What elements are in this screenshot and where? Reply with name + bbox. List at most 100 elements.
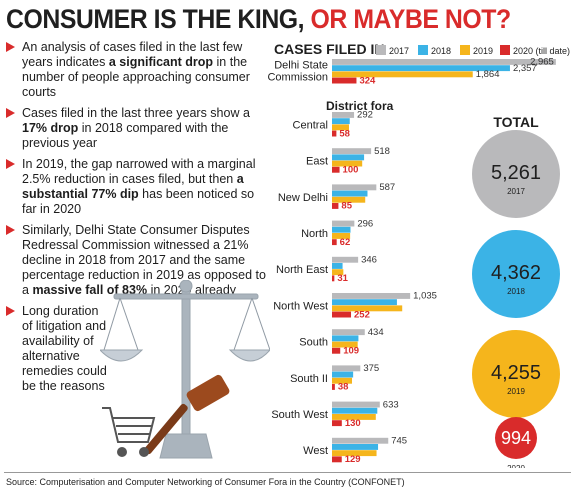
bar bbox=[332, 184, 377, 191]
total-bubble: 4,255 2019 bbox=[472, 330, 560, 418]
category-label: New Delhi bbox=[278, 192, 328, 204]
data-label: 38 bbox=[338, 382, 349, 393]
total-circle bbox=[495, 417, 537, 459]
category-label: South West bbox=[271, 409, 328, 421]
bar-group: East 518 100 bbox=[306, 146, 390, 176]
data-label: 346 bbox=[361, 255, 377, 266]
divider bbox=[4, 472, 571, 473]
bar bbox=[332, 263, 343, 269]
bar-group: South II 375 38 bbox=[290, 363, 379, 393]
headline: CONSUMER IS THE KING, OR MAYBE NOT? bbox=[6, 2, 526, 36]
arrow-icon bbox=[6, 306, 15, 316]
bar bbox=[332, 160, 363, 167]
bar bbox=[332, 203, 339, 209]
total-circle bbox=[472, 330, 560, 418]
bullet-text: has been noticed so far in 2020 bbox=[22, 187, 255, 216]
total-year: 2017 bbox=[507, 187, 525, 196]
bar bbox=[332, 196, 366, 203]
shopping-cart-icon bbox=[102, 407, 156, 457]
bullet-list: An analysis of cases filed in the last f… bbox=[4, 40, 266, 400]
bar bbox=[332, 335, 359, 342]
data-label: 58 bbox=[339, 128, 350, 139]
category-label: Commission bbox=[268, 71, 328, 83]
bar bbox=[332, 190, 368, 197]
bar bbox=[332, 365, 361, 372]
legend-swatch bbox=[418, 45, 428, 55]
category-label: South II bbox=[290, 373, 328, 385]
data-label: 62 bbox=[340, 237, 351, 248]
bar-group: South 434 109 bbox=[299, 327, 383, 357]
total-value: 994 bbox=[501, 428, 531, 448]
scales-icon bbox=[100, 280, 270, 459]
bar bbox=[332, 401, 380, 408]
total-bubble: 4,362 2018 bbox=[472, 230, 560, 318]
data-label: 434 bbox=[368, 327, 384, 338]
bar bbox=[332, 239, 337, 246]
cases-chart: CASES FILED IN 2017 2018 2019 2020 (till da… bbox=[268, 41, 570, 468]
headline-part2: OR MAYBE NOT? bbox=[310, 4, 512, 34]
bar bbox=[332, 71, 473, 78]
bar bbox=[332, 444, 379, 450]
bullet-item: An analysis of cases filed in the last f… bbox=[4, 40, 266, 100]
data-label: 85 bbox=[341, 201, 352, 212]
category-label: North bbox=[301, 228, 328, 240]
bullet-text: in 2018 compared with the previous year bbox=[22, 121, 229, 150]
bullet-item: Similarly, Delhi State Consumer Disputes… bbox=[4, 223, 266, 298]
bar bbox=[332, 377, 353, 384]
bar bbox=[332, 226, 351, 233]
bar bbox=[332, 112, 355, 118]
data-label: 633 bbox=[383, 399, 399, 410]
bar bbox=[332, 148, 372, 155]
bullet-item: Long duration of litigation and availabi… bbox=[4, 304, 112, 394]
total-year: 2020 bbox=[507, 464, 525, 468]
bullet-emphasis: a significant drop bbox=[108, 55, 214, 69]
bar-group: South West 633 130 bbox=[271, 399, 398, 429]
legend-label: 2018 bbox=[431, 46, 451, 56]
total-value: 4,362 bbox=[491, 262, 541, 284]
total-year: 2018 bbox=[507, 287, 525, 296]
bar bbox=[332, 166, 340, 173]
legend-swatch bbox=[460, 45, 470, 55]
bar bbox=[332, 77, 357, 84]
total-circle bbox=[472, 130, 560, 218]
bar bbox=[332, 329, 365, 336]
section-label-district-fora: District fora bbox=[326, 99, 394, 113]
data-label: 109 bbox=[343, 346, 359, 357]
headline-part1: CONSUMER IS THE KING, bbox=[6, 4, 311, 34]
bullet-emphasis: a substantial 77% dip bbox=[22, 172, 244, 201]
legend-label: 2019 bbox=[473, 46, 493, 56]
category-label: North West bbox=[273, 300, 328, 312]
data-label: 587 bbox=[379, 182, 395, 193]
bar bbox=[332, 269, 344, 276]
data-label: 31 bbox=[337, 273, 348, 284]
bar bbox=[332, 124, 349, 131]
bar-group: West 745 129 bbox=[303, 436, 407, 466]
data-label: 296 bbox=[357, 218, 373, 229]
bar bbox=[332, 275, 335, 282]
data-label: 2,965 bbox=[530, 57, 554, 68]
data-label: 375 bbox=[363, 363, 379, 374]
total-bubble: 5,261 2017 bbox=[472, 130, 560, 218]
legend-label: 2020 (till date) bbox=[513, 46, 570, 56]
category-label: Central bbox=[293, 119, 328, 131]
arrow-icon bbox=[6, 159, 15, 169]
total-bubble: 994 2020 bbox=[495, 417, 537, 468]
category-label: North East bbox=[276, 264, 328, 276]
bar bbox=[332, 414, 376, 420]
bar bbox=[332, 420, 342, 427]
data-label: 130 bbox=[345, 418, 361, 429]
category-label: East bbox=[306, 156, 328, 168]
bullet-item: In 2019, the gap narrowed with a margina… bbox=[4, 157, 266, 217]
bar-group: North East 346 31 bbox=[276, 255, 377, 285]
bar bbox=[332, 293, 411, 299]
bar bbox=[332, 311, 352, 318]
bar bbox=[332, 456, 342, 463]
data-label: 1,864 bbox=[476, 69, 500, 80]
bar bbox=[332, 220, 355, 227]
bar bbox=[332, 256, 359, 263]
bullet-text: An analysis of cases filed in the last f… bbox=[22, 40, 243, 69]
bullet-item: Cases filed in the last three years show… bbox=[4, 106, 266, 151]
bullet-text: In 2019, the gap narrowed with a margina… bbox=[22, 157, 256, 186]
category-label: West bbox=[303, 445, 328, 457]
